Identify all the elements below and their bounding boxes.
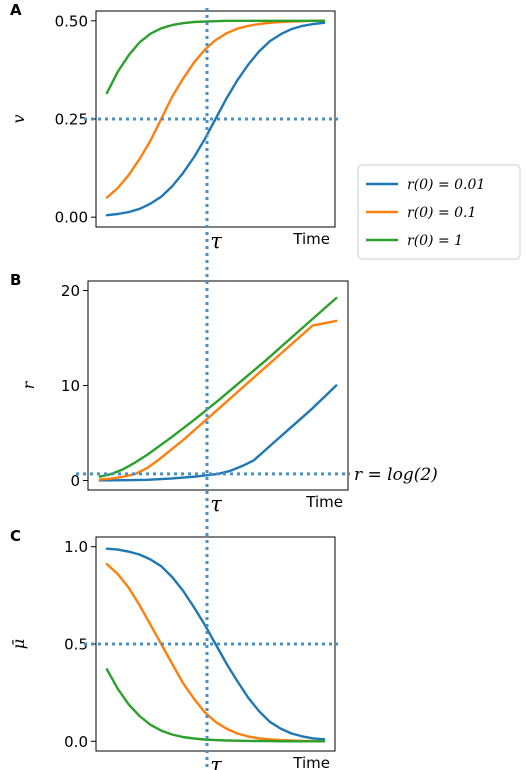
y-axis-label: r (19, 380, 38, 389)
panel-b: B 0 10 20 r Time τ r = log(2) (10, 271, 438, 516)
tau-label: τ (210, 492, 222, 516)
series-line-3 (98, 296, 338, 478)
y-tick-label: 0.00 (55, 209, 88, 227)
series-group (98, 296, 338, 482)
panel-c: C 0.0 0.5 1.0 μ̄ Time τ (9, 527, 338, 770)
y-tick-label: 0.0 (64, 733, 88, 751)
y-tick-label: 0.5 (64, 636, 88, 654)
panel-label: C (10, 527, 21, 545)
y-axis-label: v (9, 114, 28, 123)
y-axis-label: μ̄ (9, 639, 28, 649)
series-line-1 (105, 21, 326, 217)
y-tick-label: 0 (70, 472, 80, 490)
panel-label: B (10, 271, 21, 289)
x-axis-label: Time (292, 230, 330, 248)
tau-label: τ (210, 753, 222, 770)
panel-label: A (10, 1, 22, 19)
series-line-2 (98, 319, 338, 481)
series-group (105, 19, 326, 217)
x-axis-label: Time (292, 754, 330, 770)
y-tick-label: 10 (61, 377, 80, 395)
legend-box (357, 164, 521, 260)
y-tick-label: 20 (61, 282, 80, 300)
y-tick-label: 1.0 (64, 538, 88, 556)
series-group (105, 547, 326, 743)
series-line-1 (105, 547, 326, 741)
overlay-layer: r(0) = 0.01 r(0) = 0.1 r(0) = 1 (205, 8, 521, 770)
x-axis-label: Time (305, 493, 343, 511)
legend-label-3: r(0) = 1 (407, 233, 463, 249)
tau-label: τ (210, 229, 222, 253)
panels-layer: A 0.00 0.25 0.50 v Time τ B 0 10 20 r Time τ r = log(2… (9, 1, 438, 770)
legend-label-2: r(0) = 0.1 (407, 205, 476, 221)
axes-frame (87, 280, 349, 491)
panel-a: A 0.00 0.25 0.50 v Time τ (9, 1, 338, 253)
legend-label-1: r(0) = 0.01 (407, 177, 485, 193)
legend: r(0) = 0.01 r(0) = 0.1 r(0) = 1 (357, 164, 521, 260)
y-tick-label: 0.50 (55, 12, 88, 30)
series-line-3 (105, 19, 326, 95)
series-line-3 (105, 668, 326, 743)
series-line-1 (98, 384, 338, 482)
series-line-2 (105, 19, 326, 199)
hline-label: r = log(2) (354, 465, 438, 485)
y-tick-label: 0.25 (55, 111, 88, 129)
